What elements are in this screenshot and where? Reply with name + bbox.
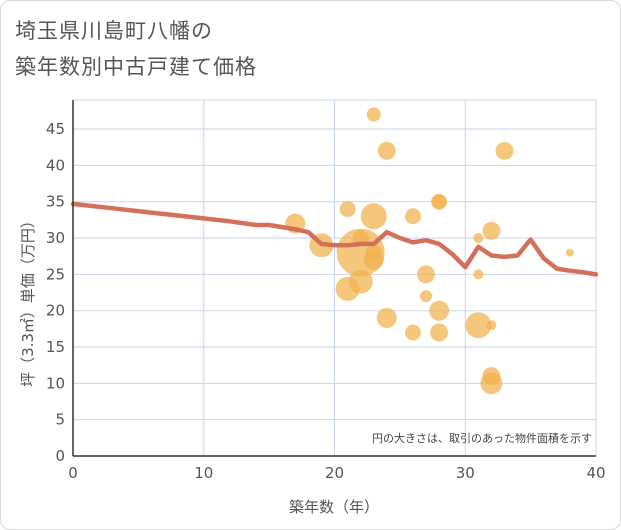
data-point	[495, 141, 514, 160]
data-point	[404, 208, 421, 225]
y-tick-label: 35	[46, 193, 65, 211]
trend-line	[70, 201, 599, 277]
axes	[72, 100, 596, 457]
x-axis-title: 築年数（年）	[289, 498, 379, 516]
y-tick-label: 0	[55, 447, 65, 465]
chart-title: 埼玉県川島町八幡の 築年数別中古戸建て価格	[15, 13, 257, 85]
x-tick-label: 20	[325, 464, 344, 482]
data-point	[360, 203, 387, 230]
y-tick-label: 15	[46, 338, 65, 356]
x-tick-label: 10	[194, 464, 213, 482]
data-point	[480, 372, 503, 395]
tick-labels: 0 5 10 15 20 25 30 35 40 45 0 10 20 30 40	[46, 120, 606, 482]
data-point	[377, 141, 396, 160]
y-tick-label: 45	[46, 120, 65, 138]
data-point	[420, 290, 433, 303]
data-point	[473, 233, 484, 244]
y-tick-label: 30	[46, 229, 65, 247]
data-point	[465, 312, 492, 339]
x-tick-label: 40	[586, 464, 605, 482]
data-point	[429, 300, 450, 321]
y-tick-label: 10	[46, 374, 65, 392]
bubbles	[285, 107, 574, 395]
data-point	[473, 269, 484, 280]
data-point	[404, 324, 421, 341]
data-point	[417, 265, 436, 284]
y-tick-label: 25	[46, 265, 65, 283]
chart-title-line1: 埼玉県川島町八幡の	[15, 19, 213, 43]
y-tick-label: 40	[46, 156, 65, 174]
size-note: 円の大きさは、取引のあった物件面積を示す	[372, 431, 592, 445]
data-point	[430, 323, 449, 342]
data-point	[376, 307, 397, 328]
x-tick-label: 0	[68, 464, 78, 482]
x-tick-label: 30	[456, 464, 475, 482]
data-point	[486, 320, 497, 331]
y-axis-title: 坪（3.3㎡）単価（万円）	[19, 213, 37, 387]
grid	[72, 99, 597, 457]
data-point	[482, 221, 501, 240]
data-point	[335, 276, 360, 301]
data-point	[339, 200, 356, 217]
data-point	[565, 248, 574, 257]
data-point	[432, 194, 447, 209]
data-point	[366, 107, 381, 122]
y-tick-label: 20	[46, 302, 65, 320]
data-point	[363, 249, 384, 270]
y-tick-label: 5	[55, 411, 65, 429]
chart-title-line2: 築年数別中古戸建て価格	[15, 55, 257, 79]
trend	[70, 201, 599, 277]
